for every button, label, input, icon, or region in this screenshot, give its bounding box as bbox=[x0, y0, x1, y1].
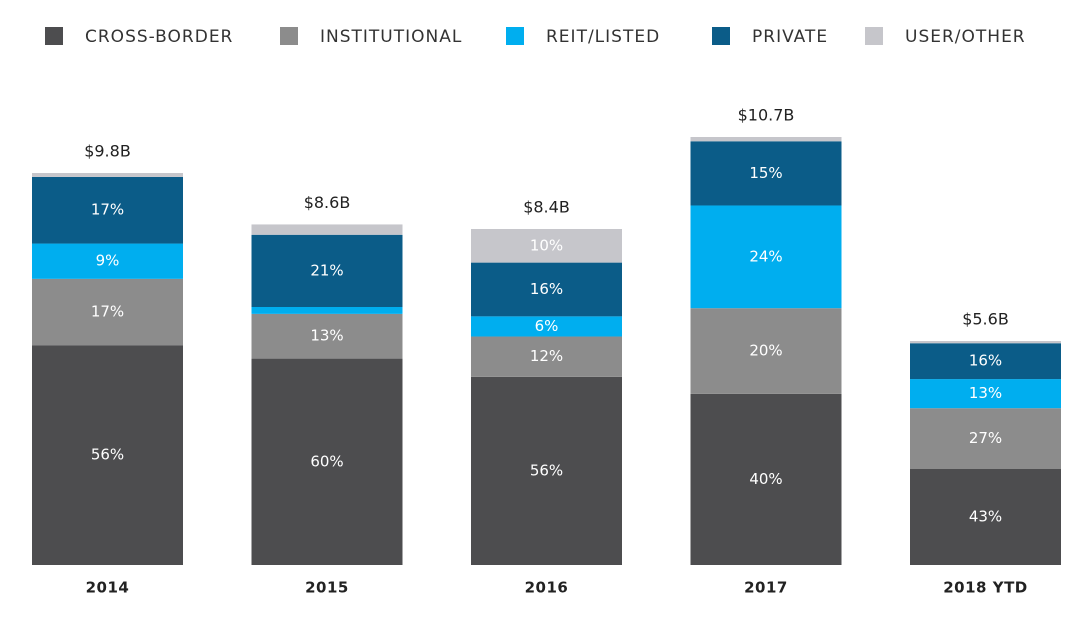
segment-label: 17% bbox=[91, 201, 124, 219]
segment-label: 27% bbox=[969, 429, 1002, 447]
legend-swatch bbox=[45, 27, 63, 45]
segment-label: 13% bbox=[969, 384, 1002, 402]
bar-segment bbox=[690, 393, 842, 565]
total-label: $10.7B bbox=[738, 106, 795, 125]
bar-segment bbox=[251, 358, 403, 565]
segment-label: 56% bbox=[530, 461, 563, 479]
legend-swatch bbox=[506, 27, 524, 45]
legend-swatch bbox=[712, 27, 730, 45]
legend-swatch bbox=[280, 27, 298, 45]
segment-label: 20% bbox=[749, 342, 782, 360]
bar-segment bbox=[690, 205, 842, 309]
segment-label: 13% bbox=[310, 327, 343, 345]
total-label: $5.6B bbox=[962, 310, 1009, 329]
segment-label: 9% bbox=[96, 252, 120, 270]
bar-segment bbox=[910, 341, 1061, 344]
bar-segment bbox=[690, 137, 842, 142]
bar-segment bbox=[471, 376, 622, 565]
total-label: $8.6B bbox=[304, 193, 351, 212]
bar-segment bbox=[32, 345, 183, 565]
legend-swatch bbox=[865, 27, 883, 45]
segment-label: 21% bbox=[310, 261, 343, 279]
legend-label: USER/OTHER bbox=[905, 27, 1026, 47]
segment-label: 24% bbox=[749, 247, 782, 265]
segment-label: 40% bbox=[749, 470, 782, 488]
segment-label: 56% bbox=[91, 446, 124, 464]
bar-segment bbox=[471, 262, 622, 317]
segment-label: 10% bbox=[530, 236, 563, 254]
bar-segment bbox=[251, 224, 403, 235]
bar-segment bbox=[32, 176, 183, 244]
bar-segment bbox=[471, 229, 622, 263]
segment-label: 15% bbox=[749, 164, 782, 182]
bar-segment bbox=[251, 234, 403, 307]
segment-label: 12% bbox=[530, 347, 563, 365]
segment-label: 16% bbox=[530, 280, 563, 298]
bar-segment bbox=[910, 468, 1061, 565]
legend-label: CROSS-BORDER bbox=[85, 27, 233, 47]
x-tick-label: 2017 bbox=[744, 579, 788, 597]
bar-segment bbox=[32, 278, 183, 346]
bar-segment bbox=[251, 313, 403, 359]
bar-segment bbox=[251, 307, 403, 314]
bar-segment bbox=[910, 408, 1061, 469]
legend-label: INSTITUTIONAL bbox=[320, 27, 462, 47]
bar-segment bbox=[32, 243, 183, 279]
segment-label: 60% bbox=[310, 452, 343, 470]
bar-segment bbox=[32, 173, 183, 177]
bar-segment bbox=[910, 343, 1061, 380]
bar-segment bbox=[690, 308, 842, 394]
x-tick-label: 2015 bbox=[305, 579, 349, 597]
segment-label: 6% bbox=[535, 317, 559, 335]
segment-label: 17% bbox=[91, 303, 124, 321]
bar-segment bbox=[471, 336, 622, 377]
x-tick-label: 2014 bbox=[86, 579, 130, 597]
total-label: $9.8B bbox=[84, 142, 131, 161]
bar-segment bbox=[471, 316, 622, 337]
segment-label: 16% bbox=[969, 352, 1002, 370]
bar-segment bbox=[690, 141, 842, 206]
x-tick-label: 2016 bbox=[525, 579, 569, 597]
x-tick-label: 2018 YTD bbox=[943, 579, 1028, 597]
bar-segment bbox=[910, 379, 1061, 409]
legend-label: PRIVATE bbox=[752, 27, 828, 47]
legend-label: REIT/LISTED bbox=[546, 27, 660, 47]
segment-label: 43% bbox=[969, 507, 1002, 525]
total-label: $8.4B bbox=[523, 198, 570, 217]
